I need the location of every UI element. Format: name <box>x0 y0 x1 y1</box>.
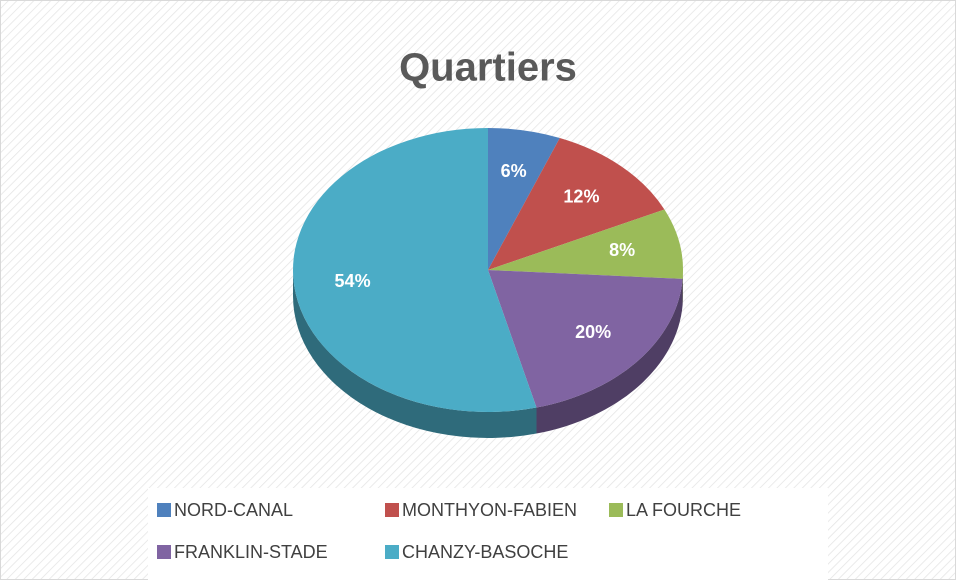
legend-swatch <box>385 503 399 517</box>
data-label: 8% <box>609 240 635 260</box>
slice <box>488 270 683 408</box>
legend-label: MONTHYON-FABIEN <box>402 500 577 520</box>
slice-side <box>536 278 683 434</box>
data-label: 6% <box>501 161 527 181</box>
data-label: 20% <box>575 322 611 342</box>
slice <box>293 128 537 413</box>
legend-swatch <box>157 545 171 559</box>
legend-swatch <box>385 545 399 559</box>
chart-title: Quartiers <box>399 46 577 90</box>
legend-background <box>148 488 828 580</box>
legend-label: LA FOURCHE <box>626 500 741 520</box>
slice <box>488 128 560 270</box>
legend-label: CHANZY-BASOCHE <box>402 542 568 562</box>
slice-side <box>293 270 537 438</box>
data-label: 54% <box>335 271 371 291</box>
legend-swatch <box>157 503 171 517</box>
data-label: 12% <box>563 186 599 206</box>
legend-label: FRANKLIN-STADE <box>174 542 328 562</box>
legend-swatch <box>609 503 623 517</box>
slice <box>488 209 683 279</box>
legend-label: NORD-CANAL <box>174 500 293 520</box>
slice <box>488 137 665 270</box>
